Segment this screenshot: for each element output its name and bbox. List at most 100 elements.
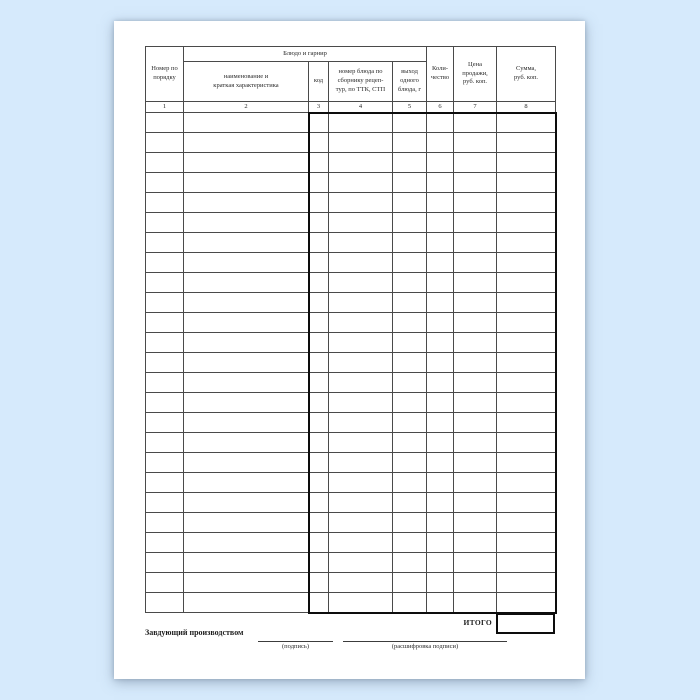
table-cell bbox=[183, 252, 309, 273]
table-cell bbox=[426, 312, 455, 333]
table-cell bbox=[453, 272, 498, 293]
table-cell bbox=[496, 292, 557, 313]
table-cell bbox=[496, 232, 557, 253]
header-sum: Сумма, руб. коп. bbox=[496, 46, 557, 102]
table-cell bbox=[453, 372, 498, 393]
table-cell bbox=[426, 252, 455, 273]
table-cell bbox=[307, 532, 329, 553]
table-cell bbox=[496, 272, 557, 293]
table-cell bbox=[453, 212, 498, 233]
header-row-group: Номер по порядку Блюдо и гарнир Коли- че… bbox=[145, 46, 557, 102]
column-number-8: 8 bbox=[496, 101, 557, 113]
table-cell bbox=[426, 572, 455, 593]
table-cell bbox=[307, 372, 329, 393]
table-cell bbox=[307, 592, 329, 614]
table-cell bbox=[496, 132, 557, 153]
table-cell bbox=[391, 152, 428, 173]
table-cell bbox=[391, 352, 428, 373]
total-label: ИТОГО bbox=[463, 618, 492, 627]
table-cell bbox=[496, 432, 557, 453]
table-cell bbox=[183, 412, 309, 433]
table-cell bbox=[391, 592, 428, 614]
table-cell bbox=[307, 192, 329, 213]
table-row bbox=[145, 552, 557, 573]
table-cell bbox=[328, 312, 393, 333]
table-cell bbox=[145, 552, 184, 573]
table-cell bbox=[307, 172, 329, 193]
column-number-4: 4 bbox=[328, 101, 393, 113]
table-cell bbox=[183, 212, 309, 233]
table-cell bbox=[453, 512, 498, 533]
table-cell bbox=[328, 252, 393, 273]
table-cell bbox=[496, 152, 557, 173]
table-cell bbox=[453, 152, 498, 173]
table-row bbox=[145, 452, 557, 473]
table-cell bbox=[328, 552, 393, 573]
table-row bbox=[145, 292, 557, 313]
table-cell bbox=[496, 392, 557, 413]
table-cell bbox=[391, 292, 428, 313]
table-row bbox=[145, 332, 557, 353]
column-number-1: 1 bbox=[145, 101, 184, 113]
table-row bbox=[145, 352, 557, 373]
table-cell bbox=[328, 232, 393, 253]
table-cell bbox=[145, 412, 184, 433]
table-cell bbox=[391, 432, 428, 453]
table-cell bbox=[328, 192, 393, 213]
table-cell bbox=[183, 332, 309, 353]
form-sheet: Номер по порядку Блюдо и гарнир Коли- че… bbox=[114, 21, 585, 679]
table-row bbox=[145, 132, 557, 153]
header-row-sub: наименование и краткая характеристика ко… bbox=[146, 61, 556, 102]
table-cell bbox=[307, 152, 329, 173]
table-cell bbox=[307, 552, 329, 573]
table-cell bbox=[453, 332, 498, 353]
table-cell bbox=[496, 332, 557, 353]
table-cell bbox=[496, 572, 557, 593]
table-cell bbox=[391, 332, 428, 353]
table-cell bbox=[183, 552, 309, 573]
table-row bbox=[145, 572, 557, 593]
table-cell bbox=[426, 352, 455, 373]
table-cell bbox=[183, 112, 309, 133]
table-cell bbox=[145, 132, 184, 153]
table-cell bbox=[307, 132, 329, 153]
table-cell bbox=[328, 272, 393, 293]
table-row bbox=[145, 372, 557, 393]
column-number-2: 2 bbox=[183, 101, 309, 113]
table-cell bbox=[183, 592, 309, 613]
production-manager-label: Завдующий производством bbox=[145, 628, 244, 637]
header-name-and-characteristic: наименование и краткая характеристика bbox=[183, 61, 309, 102]
table-row bbox=[145, 472, 557, 493]
menu-order-form-table: Номер по порядку Блюдо и гарнир Коли- че… bbox=[145, 46, 557, 614]
table-cell bbox=[453, 572, 498, 593]
table-cell bbox=[426, 212, 455, 233]
table-cell bbox=[453, 472, 498, 493]
table-cell bbox=[391, 372, 428, 393]
table-cell bbox=[496, 552, 557, 573]
table-cell bbox=[453, 292, 498, 313]
table-cell bbox=[328, 512, 393, 533]
table-cell bbox=[183, 272, 309, 293]
table-cell bbox=[328, 212, 393, 233]
table-cell bbox=[391, 512, 428, 533]
table-cell bbox=[453, 392, 498, 413]
signature-line: (подпись) bbox=[258, 629, 333, 650]
table-cell bbox=[453, 532, 498, 553]
table-cell bbox=[391, 572, 428, 593]
table-cell bbox=[426, 552, 455, 573]
table-cell bbox=[391, 232, 428, 253]
table-cell bbox=[496, 352, 557, 373]
table-cell bbox=[426, 172, 455, 193]
table-cell bbox=[145, 112, 184, 133]
table-row bbox=[145, 512, 557, 533]
table-cell bbox=[307, 232, 329, 253]
table-cell bbox=[426, 492, 455, 513]
table-cell bbox=[391, 111, 428, 133]
table-cell bbox=[391, 172, 428, 193]
table-cell bbox=[145, 312, 184, 333]
table-cell bbox=[145, 372, 184, 393]
column-number-5: 5 bbox=[391, 101, 428, 113]
table-cell bbox=[145, 352, 184, 373]
table-cell bbox=[426, 592, 455, 614]
table-cell bbox=[391, 472, 428, 493]
